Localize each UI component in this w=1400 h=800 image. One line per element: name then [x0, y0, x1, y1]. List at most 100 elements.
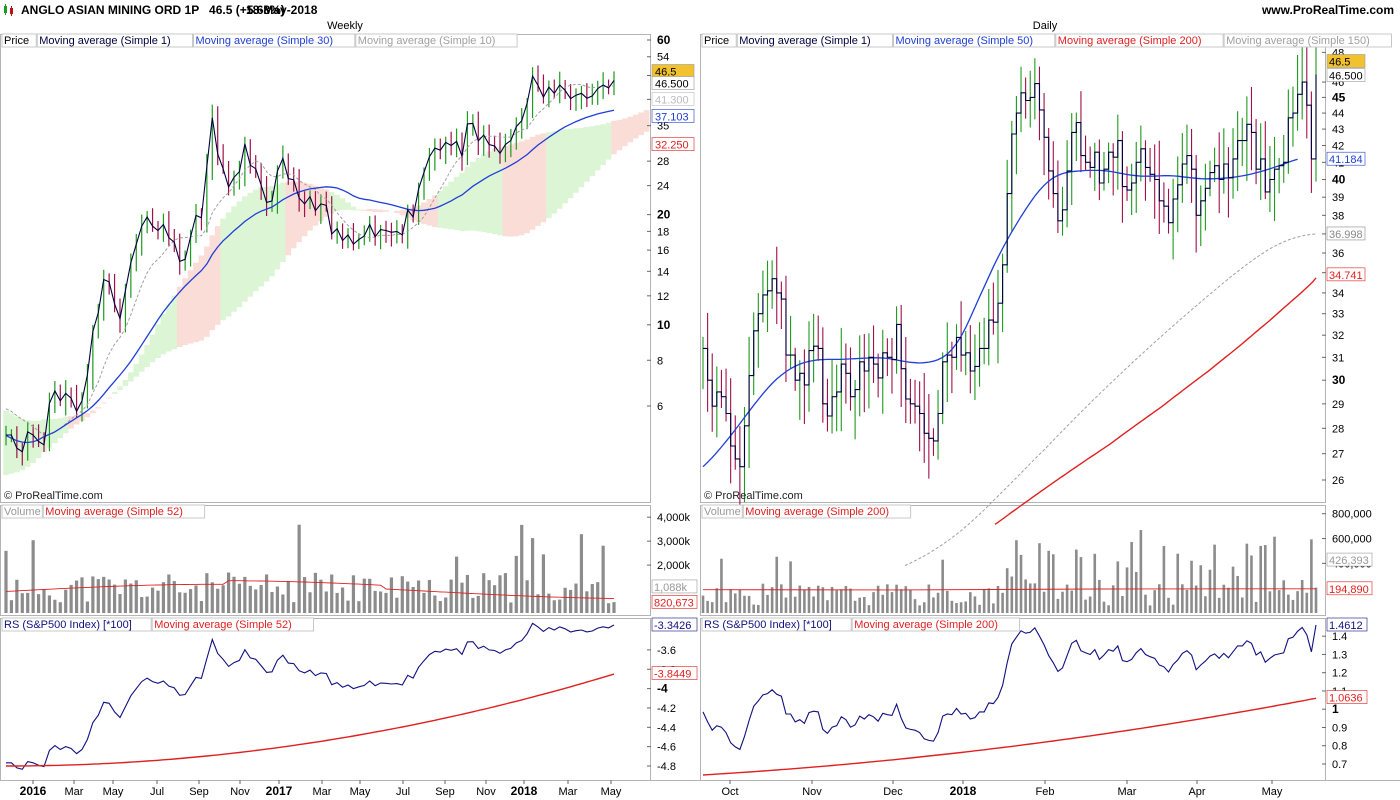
weekly-volume-bar — [102, 576, 106, 613]
daily-volume-bar — [835, 590, 838, 613]
weekly-price-pane — [0, 34, 651, 503]
daily-rs-legend-item: RS (S&P500 Index) [*100] — [704, 619, 832, 631]
daily-price-pane — [700, 34, 1326, 503]
daily-price-value-tag-box — [1326, 68, 1366, 82]
daily-volume-bar — [1038, 543, 1041, 613]
daily-price-axis-tick-label: 28 — [1332, 423, 1344, 435]
weekly-price-axis-tick-label: 6 — [657, 401, 663, 413]
daily-ma150-tag: 36.998 — [1329, 229, 1363, 241]
daily-rs-axis-tick-label: 0.8 — [1332, 741, 1347, 753]
weekly-rs-axis-tick-label: -4.8 — [657, 761, 676, 773]
daily-volume-bar — [1070, 590, 1074, 613]
weekly-volume-bar — [612, 602, 616, 613]
weekly-rs-axis-tick-label: -4 — [657, 682, 668, 696]
daily-watermark: © ProRealTime.com — [704, 490, 803, 502]
daily-volume-axis-tick-label: 800,000 — [1332, 509, 1372, 521]
daily-volume-bar — [950, 600, 954, 613]
weekly-volume-bar — [91, 576, 95, 613]
daily-volume-bar — [904, 586, 908, 613]
daily-price-axis-tick-label: 27 — [1332, 449, 1344, 461]
daily-rs-tag: 1.4612 — [1329, 620, 1363, 632]
weekly-volume-bar — [536, 594, 540, 613]
daily-price-axis-tick-label: 43 — [1332, 124, 1344, 136]
weekly-x-label: Sep — [435, 786, 455, 798]
daily-volume-legend-box — [701, 504, 743, 519]
weekly-rs-legend-box — [151, 617, 314, 632]
weekly-rs-legend-box — [1, 617, 152, 632]
weekly-volume-bar — [188, 589, 193, 613]
daily-volume-bar — [1024, 579, 1027, 613]
weekly-price-axis-tick-label: 18 — [657, 226, 669, 238]
daily-price-legend-item: Moving average (Simple 150) — [1226, 35, 1370, 47]
weekly-volume-bar — [411, 586, 415, 613]
weekly-volume-bar — [335, 592, 339, 613]
weekly-volume-bar — [558, 599, 562, 613]
site-link[interactable]: www.ProRealTime.com — [1261, 3, 1394, 17]
daily-volume-bar — [1171, 604, 1175, 613]
daily-price-axis-tick-label: 29 — [1332, 399, 1344, 411]
daily-volume-bar — [715, 588, 719, 613]
weekly-volume-bar — [568, 589, 573, 613]
daily-volume-bar — [780, 584, 783, 613]
weekly-volume-bar — [129, 583, 133, 613]
daily-volume-bar — [1134, 571, 1138, 613]
daily-volume-bar — [1291, 599, 1295, 613]
daily-volume-bar — [1010, 576, 1014, 613]
weekly-volume-bar — [134, 580, 138, 613]
weekly-volume-bar — [286, 580, 290, 613]
daily-volume-bar — [1098, 579, 1101, 613]
daily-volume-bar — [1056, 598, 1060, 613]
weekly-volume-bar — [465, 574, 470, 613]
daily-volume-bar — [886, 584, 889, 613]
weekly-ma1-tag-box — [651, 92, 695, 106]
daily-volume-bar — [1190, 560, 1193, 613]
daily-volume-bar — [1162, 545, 1166, 613]
daily-volume-bar — [1268, 591, 1272, 613]
daily-volume-tag-box — [1326, 552, 1373, 567]
weekly-volume-bar — [433, 595, 437, 613]
weekly-volume-bar — [167, 574, 171, 613]
daily-volume-bar — [738, 589, 742, 613]
weekly-volume-bar — [351, 575, 356, 613]
daily-volume-bar — [996, 585, 1000, 613]
weekly-volume-bar — [471, 597, 475, 613]
daily-volume-bar — [1310, 539, 1313, 613]
daily-volume-bar — [867, 605, 871, 613]
daily-volume-bar — [1079, 557, 1083, 613]
weekly-x-label: May — [350, 786, 371, 798]
daily-volume-bar — [1185, 589, 1189, 613]
daily-volume-bar — [1042, 591, 1046, 613]
daily-volume-bar — [1148, 605, 1152, 613]
daily-last-price-tag: 46.5 — [1329, 57, 1350, 69]
daily-volume-legend-box — [742, 504, 912, 519]
daily-volume-legend-item: Volume — [704, 506, 741, 518]
weekly-volume-bar — [275, 586, 280, 613]
weekly-price-legend-box — [1, 33, 37, 48]
daily-price-legend-box — [1223, 33, 1393, 48]
weekly-volume-bar — [254, 589, 258, 613]
weekly-volume-bar — [454, 556, 459, 613]
daily-rs-ma-line — [702, 697, 1317, 776]
daily-volume-bar — [803, 589, 806, 613]
weekly-volume-bar — [4, 550, 8, 613]
daily-volume-bar — [1028, 583, 1032, 613]
weekly-volume-bar — [74, 580, 79, 613]
daily-price-legend-item: Moving average (Simple 1) — [739, 35, 870, 47]
weekly-volume-bar — [541, 554, 546, 613]
daily-volume-bar — [1102, 601, 1106, 613]
daily-volume-bar — [849, 588, 852, 613]
daily-volume-axis-tick-label: 600,000 — [1332, 534, 1372, 546]
daily-volume-bar — [1088, 596, 1092, 613]
weekly-x-label: Mar — [65, 786, 84, 798]
daily-price-legend-box — [701, 33, 737, 48]
weekly-volume-bar — [514, 555, 518, 613]
daily-x-label: Feb — [1036, 786, 1055, 798]
weekly-volume-bar — [563, 587, 567, 613]
daily-x-label: 2018 — [950, 784, 977, 798]
daily-volume-bar — [784, 597, 788, 613]
weekly-price-legend-item: Moving average (Simple 1) — [39, 35, 170, 47]
weekly-volume-bar — [368, 578, 372, 613]
daily-price-axis-tick-label: 33 — [1332, 309, 1344, 321]
daily-volume-bar — [1093, 553, 1097, 613]
